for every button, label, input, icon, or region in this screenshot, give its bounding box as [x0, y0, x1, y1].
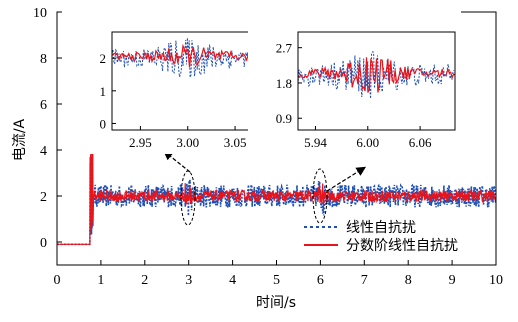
inset-x-tick-label: 6.00: [356, 135, 379, 150]
inset-series-line-fo-ladrc: [112, 43, 254, 68]
y-tick-label: 0: [40, 236, 47, 251]
inset-zoom-3s: 2.95 3.00 3.05 0 1 2: [62, 6, 260, 154]
y-tick-label: 10: [33, 6, 47, 21]
inset-background: [62, 6, 260, 154]
y-tick-label: 6: [40, 98, 47, 113]
legend: 线性自抗扰 分数阶线性自抗扰: [304, 220, 458, 254]
x-tick-label: 7: [361, 273, 368, 288]
x-tick-label: 8: [405, 273, 412, 288]
inset-y-tick-label: 2.7: [276, 41, 293, 56]
y-tick-label: 8: [40, 52, 47, 67]
x-tick-label: 5: [273, 273, 280, 288]
inset-x-tick-label: 6.06: [409, 135, 432, 150]
x-tick-label: 0: [54, 273, 61, 288]
x-axis-label: 时间/s: [256, 295, 296, 311]
inset-y-tick-label: 0: [100, 116, 107, 131]
series-line-ladrc: [57, 161, 496, 246]
arrow-to-inset-6s: [326, 166, 367, 192]
inset-traces: [298, 51, 455, 99]
inset-y-tick-label: 1: [100, 84, 107, 99]
x-tick-label: 9: [449, 273, 456, 288]
inset-y-tick-label: 2: [100, 51, 107, 66]
inset-x-tick-label: 3.05: [224, 135, 247, 150]
inset-y-tick-label: 0.9: [276, 111, 292, 126]
y-axis-label: 电流/A: [12, 118, 28, 161]
x-tick-label: 10: [489, 273, 503, 288]
x-tick-label: 3: [185, 273, 192, 288]
inset-traces: [112, 37, 254, 78]
y-tick-label: 2: [40, 190, 47, 205]
legend-label-fo-ladrc: 分数阶线性自抗扰: [346, 238, 458, 254]
inset-series-line-fo-ladrc: [298, 57, 455, 93]
inset-x-tick-label: 5.94: [304, 135, 327, 150]
main-plot-traces: [57, 147, 496, 246]
inset-y-tick-label: 1.8: [276, 76, 292, 91]
disturbance-marker-6s: [312, 168, 328, 224]
inset-frame: [297, 31, 456, 131]
x-tick-label: 1: [97, 273, 104, 288]
inset-x-tick-label: 3.00: [176, 135, 199, 150]
inset-x-tick-label: 2.95: [129, 135, 152, 150]
legend-label-ladrc: 线性自抗扰: [346, 220, 416, 236]
arrow-to-inset-3s: [163, 150, 191, 173]
x-tick-label: 4: [229, 273, 236, 288]
inset-zoom-6s: 5.94 6.00 6.06 0.9 1.8 2.7: [248, 6, 461, 154]
y-tick-label: 4: [40, 144, 47, 159]
x-tick-label: 6: [317, 273, 324, 288]
series-line-fo-ladrc: [57, 147, 496, 245]
x-tick-label: 2: [141, 273, 148, 288]
